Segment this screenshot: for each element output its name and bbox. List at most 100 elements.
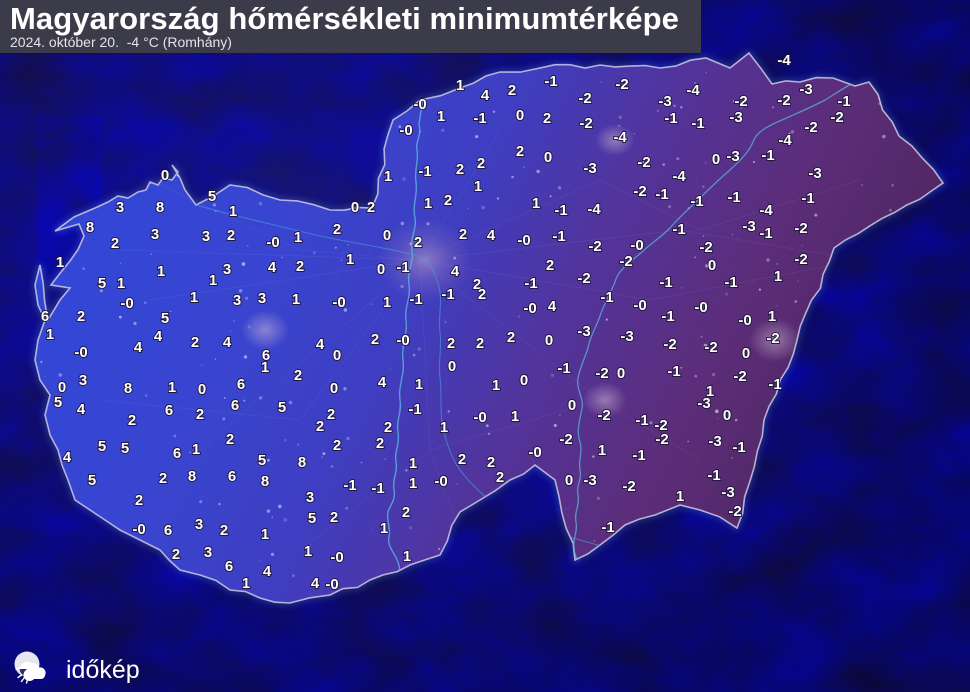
svg-text:6: 6	[228, 468, 236, 485]
svg-text:-1: -1	[659, 274, 672, 291]
svg-text:-1: -1	[672, 221, 685, 238]
svg-text:-1: -1	[524, 275, 537, 292]
svg-text:-3: -3	[620, 328, 633, 345]
svg-text:-2: -2	[577, 270, 590, 287]
svg-text:2: 2	[367, 199, 375, 216]
svg-text:1: 1	[261, 359, 269, 376]
svg-text:-3: -3	[577, 323, 590, 340]
svg-text:-2: -2	[699, 239, 712, 256]
svg-text:1: 1	[384, 168, 392, 185]
svg-text:0: 0	[520, 372, 528, 389]
svg-text:4: 4	[263, 563, 272, 580]
svg-text:1: 1	[676, 488, 684, 505]
svg-text:-1: -1	[600, 289, 613, 306]
svg-text:1: 1	[774, 268, 782, 285]
svg-text:2: 2	[371, 331, 379, 348]
svg-text:1: 1	[440, 419, 448, 436]
svg-text:-0: -0	[396, 332, 409, 349]
svg-text:-2: -2	[578, 90, 591, 107]
svg-text:1: 1	[511, 408, 519, 425]
svg-text:2: 2	[226, 431, 234, 448]
svg-text:-0: -0	[325, 576, 338, 593]
svg-text:-2: -2	[728, 503, 741, 520]
svg-text:-3: -3	[721, 484, 734, 501]
svg-text:-4: -4	[672, 168, 686, 185]
svg-text:1: 1	[424, 195, 432, 212]
svg-text:0: 0	[516, 107, 524, 124]
svg-text:3: 3	[151, 226, 159, 243]
svg-text:8: 8	[124, 380, 132, 397]
svg-text:2: 2	[220, 522, 228, 539]
svg-text:1: 1	[474, 178, 482, 195]
svg-text:-0: -0	[517, 232, 530, 249]
svg-text:0: 0	[742, 345, 750, 362]
svg-text:1: 1	[409, 475, 417, 492]
svg-text:-0: -0	[399, 122, 412, 139]
svg-text:-1: -1	[343, 477, 356, 494]
svg-text:1: 1	[117, 275, 125, 292]
svg-text:-2: -2	[663, 336, 676, 353]
svg-text:5: 5	[88, 472, 96, 489]
svg-text:-1: -1	[554, 202, 567, 219]
svg-text:0: 0	[333, 347, 341, 364]
svg-text:-0: -0	[332, 294, 345, 311]
svg-text:-1: -1	[408, 401, 421, 418]
svg-text:-1: -1	[635, 412, 648, 429]
svg-text:1: 1	[229, 203, 237, 220]
svg-text:6: 6	[173, 445, 181, 462]
svg-text:2: 2	[516, 143, 524, 160]
svg-text:6: 6	[165, 402, 173, 419]
svg-text:-3: -3	[742, 218, 755, 235]
svg-text:-3: -3	[799, 81, 812, 98]
svg-text:3: 3	[116, 199, 124, 216]
svg-text:1: 1	[437, 108, 445, 125]
svg-text:2: 2	[376, 435, 384, 452]
svg-text:0: 0	[708, 257, 716, 274]
svg-text:2: 2	[135, 492, 143, 509]
svg-text:-2: -2	[615, 76, 628, 93]
svg-text:4: 4	[316, 336, 325, 353]
svg-text:-1: -1	[552, 228, 565, 245]
svg-text:-3: -3	[729, 109, 742, 126]
svg-text:-2: -2	[794, 220, 807, 237]
svg-text:2: 2	[196, 406, 204, 423]
svg-text:-1: -1	[768, 376, 781, 393]
svg-text:-0: -0	[473, 409, 486, 426]
svg-text:0: 0	[723, 407, 731, 424]
svg-text:3: 3	[258, 290, 266, 307]
svg-text:8: 8	[298, 454, 306, 471]
svg-text:0: 0	[617, 365, 625, 382]
svg-text:1: 1	[56, 254, 64, 271]
svg-text:2: 2	[458, 451, 466, 468]
svg-text:-2: -2	[595, 365, 608, 382]
svg-text:-0: -0	[266, 234, 279, 251]
svg-text:-4: -4	[613, 129, 627, 146]
svg-text:5: 5	[278, 399, 286, 416]
svg-text:-3: -3	[658, 93, 671, 110]
svg-text:-1: -1	[761, 147, 774, 164]
svg-text:2: 2	[477, 155, 485, 172]
svg-text:4: 4	[268, 259, 277, 276]
svg-text:-1: -1	[707, 467, 720, 484]
svg-text:-3: -3	[726, 148, 739, 165]
svg-text:-2: -2	[733, 368, 746, 385]
svg-text:1: 1	[46, 326, 54, 343]
svg-text:2: 2	[546, 257, 554, 274]
svg-text:-1: -1	[667, 363, 680, 380]
svg-text:-2: -2	[704, 339, 717, 356]
svg-text:-1: -1	[441, 286, 454, 303]
svg-text:2: 2	[330, 509, 338, 526]
svg-text:3: 3	[202, 228, 210, 245]
svg-text:1: 1	[190, 289, 198, 306]
svg-text:-1: -1	[473, 110, 486, 127]
svg-text:-0: -0	[694, 299, 707, 316]
svg-text:-3: -3	[583, 472, 596, 489]
svg-text:5: 5	[54, 394, 62, 411]
svg-text:5: 5	[308, 510, 316, 527]
svg-text:-3: -3	[583, 160, 596, 177]
svg-text:-0: -0	[330, 549, 343, 566]
svg-text:-1: -1	[409, 291, 422, 308]
svg-text:8: 8	[188, 468, 196, 485]
svg-text:2: 2	[333, 437, 341, 454]
svg-text:-1: -1	[632, 447, 645, 464]
